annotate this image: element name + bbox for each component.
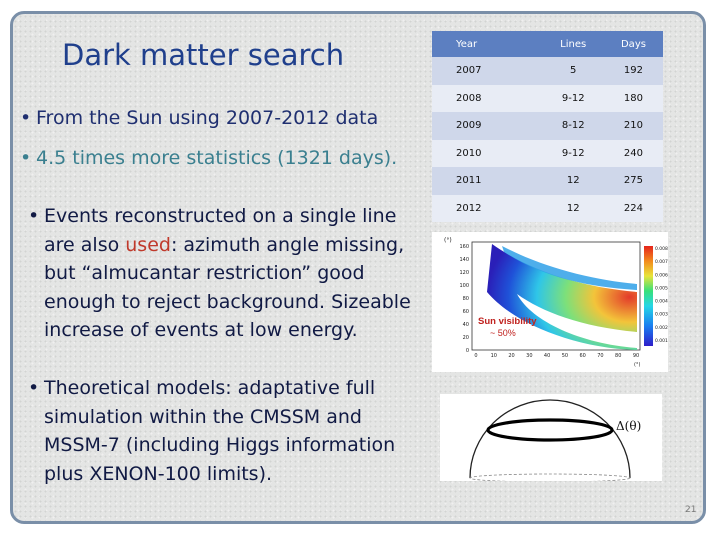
plot-annotation-value: ~ 50% <box>490 328 516 338</box>
bullet-statistics: • 4.5 times more statistics (1321 days). <box>20 144 426 173</box>
bullet-text-post: : azimuth angle missing, but “almucantar… <box>44 233 411 342</box>
y-tick-label: 20 <box>463 335 469 341</box>
y-axis-label: (°) <box>444 237 452 244</box>
x-tick-label: 40 <box>544 353 550 359</box>
cell-days: 275 <box>603 167 663 195</box>
y-tick-label: 80 <box>463 296 469 302</box>
colorbar-tick-label: 0.008 <box>655 246 668 252</box>
y-tick-label: 120 <box>459 270 469 276</box>
colorbar <box>644 246 653 346</box>
cell-year: 2007 <box>432 57 543 85</box>
cell-days: 240 <box>603 139 663 167</box>
sun-visibility-plot-svg: (°) 160 140 120 100 80 60 40 20 0 0 10 20 30 40 50 60 7… <box>444 237 668 368</box>
colorbar-ticks: 0.008 0.007 0.006 0.005 0.004 0.003 0.002 0.001 <box>655 246 668 344</box>
bullet-text-highlight: used <box>125 233 171 256</box>
colorbar-tick-label: 0.005 <box>655 285 668 291</box>
x-axis-label: (°) <box>634 362 640 368</box>
cell-lines: 12 <box>542 194 604 222</box>
colorbar-tick-label: 0.003 <box>655 312 668 318</box>
bullet-text: From the Sun using 2007-2012 data <box>36 107 379 129</box>
cell-year: 2010 <box>432 139 543 167</box>
x-tick-label: 50 <box>562 353 568 359</box>
bullet-glyph: • <box>28 377 40 399</box>
x-ticks: 0 10 20 30 40 50 60 70 80 90 <box>474 353 639 359</box>
header-days: Days <box>603 31 663 57</box>
colorbar-tick-label: 0.007 <box>655 259 668 265</box>
cell-days: 180 <box>603 84 663 112</box>
colorbar-tick-label: 0.006 <box>655 272 668 278</box>
cell-year: 2012 <box>432 194 543 222</box>
y-tick-label: 160 <box>459 244 469 250</box>
bullet-glyph: • <box>28 205 40 227</box>
bullet-theoretical-models: • Theoretical models: adaptative full si… <box>28 374 416 488</box>
colorbar-tick-label: 0.002 <box>655 325 668 331</box>
x-tick-label: 0 <box>474 353 477 359</box>
y-ticks: 160 140 120 100 80 60 40 20 0 <box>459 244 469 354</box>
table-row: 2009 8-12 210 <box>432 112 663 140</box>
cell-days: 192 <box>603 57 663 85</box>
dome-diagram-svg: Δ(θ) <box>469 399 641 483</box>
x-tick-label: 20 <box>508 353 514 359</box>
cell-lines: 5 <box>542 57 604 85</box>
bullet-text: Theoretical models: adaptative full simu… <box>44 377 396 485</box>
x-tick-label: 30 <box>526 353 532 359</box>
bullet-single-line-events: • Events reconstructed on a single line … <box>28 202 416 345</box>
page-number: 21 <box>685 505 697 515</box>
dome-outline <box>469 399 631 479</box>
dome-diagram: Δ(θ) <box>440 394 662 483</box>
header-lines: Lines <box>542 31 604 57</box>
colorbar-tick-label: 0.001 <box>655 338 668 344</box>
y-tick-label: 0 <box>466 348 469 354</box>
cell-year: 2011 <box>432 167 543 195</box>
bullet-glyph: • <box>20 147 32 169</box>
table-row: 2012 12 224 <box>432 194 663 222</box>
table-row: 2007 5 192 <box>432 57 663 85</box>
cell-lines: 8-12 <box>542 112 604 140</box>
bullet-sun-data: • From the Sun using 2007-2012 data <box>20 104 426 133</box>
y-tick-label: 60 <box>463 309 469 315</box>
years-table: Year Lines Days 2007 5 192 2008 9-12 180… <box>432 31 663 222</box>
cell-lines: 9-12 <box>542 84 604 112</box>
dome-label: Δ(θ) <box>616 419 641 433</box>
x-tick-label: 90 <box>633 353 639 359</box>
almucantar-ring <box>486 418 614 442</box>
table-row: 2010 9-12 240 <box>432 139 663 167</box>
dome-base <box>469 473 631 483</box>
cell-lines: 12 <box>542 167 604 195</box>
slide-title: Dark matter search <box>62 38 345 72</box>
header-year: Year <box>432 31 543 57</box>
y-tick-label: 140 <box>459 257 469 263</box>
plot-annotation-title: Sun visibility <box>478 316 537 327</box>
cell-days: 224 <box>603 194 663 222</box>
x-tick-label: 80 <box>615 353 621 359</box>
bullet-text: 4.5 times more statistics (1321 days). <box>36 147 398 169</box>
visibility-band-upper <box>502 246 637 290</box>
y-tick-label: 100 <box>459 283 469 289</box>
cell-year: 2008 <box>432 84 543 112</box>
bullet-text-pre: Events reconstructed on a single line ar… <box>44 205 397 256</box>
table-row: 2011 12 275 <box>432 167 663 195</box>
cell-lines: 9-12 <box>542 139 604 167</box>
sun-visibility-plot: (°) 160 140 120 100 80 60 40 20 0 0 10 20 30 40 50 60 7… <box>432 232 668 372</box>
cell-year: 2009 <box>432 112 543 140</box>
x-tick-label: 70 <box>597 353 603 359</box>
x-tick-label: 10 <box>491 353 497 359</box>
x-tick-label: 60 <box>579 353 585 359</box>
colorbar-tick-label: 0.004 <box>655 299 668 305</box>
bullet-glyph: • <box>20 107 32 129</box>
table-header-row: Year Lines Days <box>432 31 663 57</box>
table-row: 2008 9-12 180 <box>432 84 663 112</box>
y-tick-label: 40 <box>463 322 469 328</box>
visibility-band <box>487 244 637 350</box>
cell-days: 210 <box>603 112 663 140</box>
